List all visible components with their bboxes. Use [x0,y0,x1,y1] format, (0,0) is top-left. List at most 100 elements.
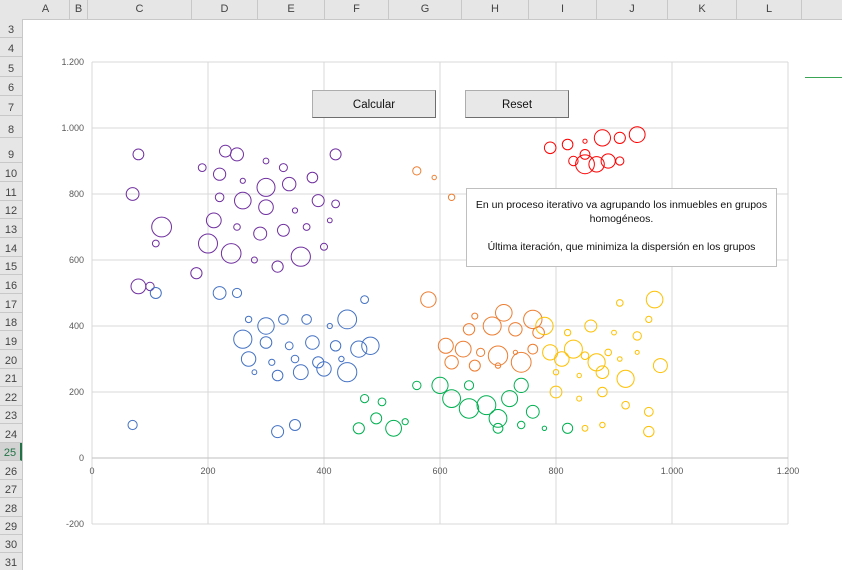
calculate-button[interactable]: Calcular [312,90,436,118]
y-tick-label: -200 [66,519,84,529]
row-header-8[interactable]: 8 [0,116,22,138]
row-header-25[interactable]: 25 [0,443,22,461]
data-point [250,256,258,264]
row-header-21[interactable]: 21 [0,369,22,387]
data-point [645,315,653,323]
column-header-d[interactable]: D [192,0,258,19]
data-point [643,406,654,417]
column-header-e[interactable]: E [258,0,325,19]
data-point [257,317,275,335]
data-point [385,419,403,437]
row-header-27[interactable]: 27 [0,480,22,498]
data-point [587,353,606,372]
annotation-line-2: Última iteración, que minimiza la disper… [487,241,756,253]
data-point [262,157,270,165]
chart-points [125,126,668,439]
data-point [302,223,311,231]
data-point [337,309,358,330]
row-header-31[interactable]: 31 [0,553,22,570]
row-header-9[interactable]: 9 [0,138,22,163]
data-point [130,278,147,295]
row-header-11[interactable]: 11 [0,182,22,201]
data-point [213,167,227,181]
data-point [312,356,325,369]
data-point [259,336,273,349]
x-tick-label: 1.200 [777,466,800,476]
row-header-10[interactable]: 10 [0,163,22,182]
row-header-23[interactable]: 23 [0,406,22,424]
row-header-20[interactable]: 20 [0,350,22,369]
row-header-17[interactable]: 17 [0,294,22,313]
data-point [527,343,539,355]
data-point [562,422,574,434]
y-tick-label: 400 [69,321,84,331]
column-header-h[interactable]: H [462,0,529,19]
column-header-b[interactable]: B [70,0,88,19]
data-point [552,369,560,376]
row-header-26[interactable]: 26 [0,461,22,480]
row-header-3[interactable]: 3 [0,19,22,38]
reset-button[interactable]: Reset [465,90,569,118]
data-point [316,361,332,377]
column-header-l[interactable]: L [737,0,802,19]
data-point [151,239,160,248]
row-header-22[interactable]: 22 [0,387,22,406]
data-point [326,217,333,224]
data-point [301,314,312,325]
column-header-i[interactable]: I [529,0,597,19]
data-point [652,358,668,374]
data-point [492,422,504,434]
row-header-12[interactable]: 12 [0,201,22,219]
data-point [613,131,626,145]
data-point [284,341,294,351]
data-point [541,425,548,431]
row-header-24[interactable]: 24 [0,424,22,443]
data-point [616,299,624,307]
data-point [320,242,328,251]
data-point [617,356,623,362]
row-header-15[interactable]: 15 [0,257,22,275]
row-header-bar: 3 4 5 6 7 8 9 10 11 12 13 14 15 16 17 18 19 20 21 22 23 24 25 2… [0,19,23,570]
data-point [508,322,523,337]
row-header-7[interactable]: 7 [0,96,22,116]
data-point [632,331,642,341]
data-point [611,329,617,336]
row-header-6[interactable]: 6 [0,77,22,96]
data-point [454,340,472,358]
data-point [634,349,640,355]
data-point [488,409,508,428]
row-header-14[interactable]: 14 [0,238,22,257]
annotation-textbox[interactable]: En un proceso iterativo va agrupando los… [466,188,777,267]
row-header-18[interactable]: 18 [0,313,22,331]
data-point [412,166,422,176]
data-point [621,400,630,410]
data-point [290,354,300,364]
column-header-j[interactable]: J [597,0,668,19]
row-header-5[interactable]: 5 [0,57,22,77]
row-header-29[interactable]: 29 [0,517,22,535]
data-point [442,389,462,409]
column-header-f[interactable]: F [325,0,389,19]
data-point [289,419,301,431]
data-point [277,223,290,237]
row-header-19[interactable]: 19 [0,331,22,350]
row-header-4[interactable]: 4 [0,38,22,57]
column-header-a[interactable]: A [22,0,70,19]
data-point [233,329,253,349]
row-header-30[interactable]: 30 [0,535,22,553]
column-header-k[interactable]: K [668,0,737,19]
data-point [305,335,320,350]
row-header-13[interactable]: 13 [0,219,22,238]
column-header-g[interactable]: G [389,0,462,19]
data-point [220,243,242,264]
data-point [282,176,297,192]
chart-axes: 0 200 400 600 800 1.000 1.200 -200 0 200 400 600 800… [61,57,799,529]
row-header-16[interactable]: 16 [0,275,22,294]
y-tick-label: 600 [69,255,84,265]
data-point [311,194,325,208]
column-header-c[interactable]: C [88,0,192,19]
data-point [431,174,437,181]
y-tick-label: 200 [69,387,84,397]
row-header-28[interactable]: 28 [0,498,22,517]
data-point [198,233,218,254]
